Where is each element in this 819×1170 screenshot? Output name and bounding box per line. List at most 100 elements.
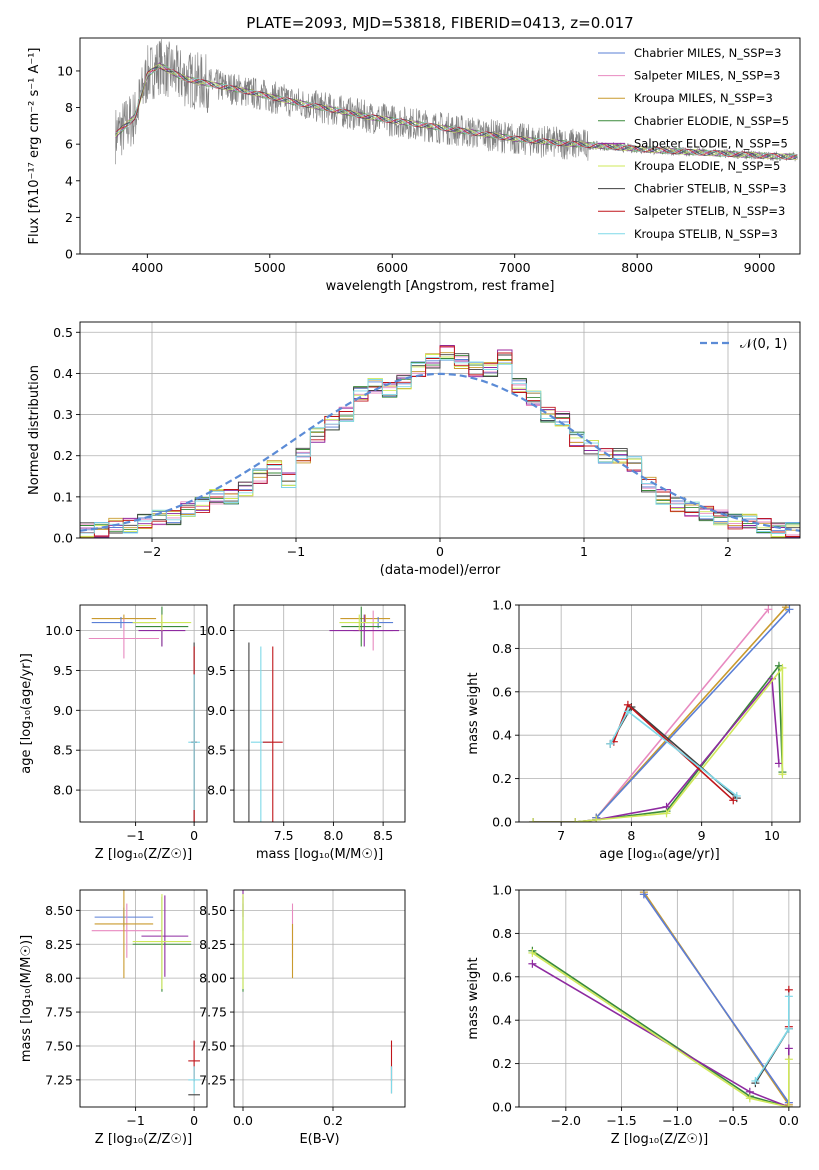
y-tick-label: 10.0 — [199, 623, 227, 638]
y-axis-label: age [log₁₀(age/yr)] — [19, 653, 34, 774]
y-tick-label: 0.8 — [492, 926, 512, 941]
weight-marker — [778, 663, 787, 672]
weight-marker — [623, 707, 632, 716]
x-tick-label: 0 — [190, 1113, 198, 1128]
legend-label: Chabrier ELODIE, N_SSP=5 — [634, 114, 789, 128]
y-tick-label: 0 — [65, 247, 73, 262]
x-tick-label: 9 — [698, 828, 706, 843]
weight-line-5 — [533, 676, 780, 822]
observed-spectrum — [115, 38, 798, 165]
histogram-7 — [80, 353, 800, 534]
weight-marker — [784, 992, 793, 1001]
legend-label: Salpeter ELODIE, N_SSP=5 — [634, 136, 788, 150]
weight-marker — [764, 605, 773, 614]
y-tick-label: 0.4 — [492, 728, 512, 743]
weight-line-4 — [533, 663, 784, 822]
histogram-9 — [80, 357, 800, 534]
legend-label: Salpeter STELIB, N_SSP=3 — [634, 204, 785, 218]
weight-line-4 — [531, 950, 790, 1107]
error-bar-2 — [91, 903, 162, 958]
y-tick-label: 8.00 — [45, 971, 73, 986]
y-tick-label: 0.0 — [53, 531, 73, 546]
y-tick-label: 6 — [65, 137, 73, 152]
x-tick-label: 8000 — [621, 260, 653, 275]
model-spectrum-6 — [115, 63, 798, 160]
weight-line-6 — [533, 665, 784, 822]
weight-marker — [529, 818, 538, 822]
x-tick-label: 0 — [190, 828, 198, 843]
plot-area — [242, 890, 393, 1094]
weight-line-9 — [754, 996, 790, 1082]
axes-frame — [233, 604, 406, 823]
y-tick-label: 8 — [65, 100, 73, 115]
x-axis-label: wavelength [Angstrom, rest frame] — [326, 279, 555, 294]
y-tick-label: 9.0 — [53, 703, 73, 718]
y-tick-label: 10 — [57, 63, 73, 78]
legend-label: Chabrier MILES, N_SSP=3 — [634, 46, 781, 60]
error-bar-3 — [262, 646, 283, 822]
x-axis-label: Z [log₁₀(Z/Z☉)] — [611, 1132, 708, 1147]
weight-marker — [729, 796, 738, 805]
normal-curve — [80, 372, 800, 532]
weight-line-3 — [595, 608, 791, 819]
weight-line-7 — [609, 705, 738, 799]
weight-marker — [784, 1024, 793, 1033]
plot-area — [528, 890, 793, 1107]
legend-label: Kroupa STELIB, N_SSP=3 — [634, 227, 778, 241]
x-tick-label: −2.0 — [551, 1113, 581, 1128]
model-spectrum-7 — [115, 66, 798, 160]
y-tick-label: 2 — [65, 210, 73, 225]
y-tick-label: 7.50 — [199, 1038, 227, 1053]
y-tick-label: 7.25 — [45, 1072, 73, 1087]
legend: Chabrier MILES, N_SSP=3 Salpeter MILES, N… — [598, 46, 789, 241]
weight-marker — [528, 959, 537, 968]
x-tick-label: −1 — [126, 828, 144, 843]
model-spectrum-4 — [115, 63, 798, 160]
panel-3: −1 0 8.0 8.5 9.0 9.5 10.0 Z [log₁₀(Z/Z☉)] age [l… — [19, 604, 208, 862]
error-bar-8 — [329, 614, 400, 647]
x-tick-label: 8.0 — [323, 828, 343, 843]
y-tick-label: 10.0 — [45, 623, 73, 638]
error-bar-3 — [94, 890, 154, 979]
weight-marker — [784, 1044, 793, 1053]
x-axis-label: E(B-V) — [299, 1132, 339, 1147]
axes-frame — [518, 604, 801, 823]
x-tick-label: 9000 — [744, 260, 776, 275]
x-tick-label: 2 — [724, 544, 732, 559]
y-tick-label: 0.2 — [492, 1056, 512, 1071]
panel-6: −1 0 7.25 7.50 7.75 8.00 8.25 8.50 Z [log₁₀(Z/Z☉… — [19, 889, 208, 1147]
weight-marker — [784, 1055, 793, 1064]
legend-label: Chabrier STELIB, N_SSP=3 — [634, 182, 786, 196]
legend-label: 𝒩(0, 1) — [740, 337, 787, 352]
y-tick-label: 0.6 — [492, 969, 512, 984]
weight-marker — [784, 1103, 793, 1107]
panel-5: 7 8 9 10 0.0 0.2 0.4 0.6 0.8 1.0 age [log₁₀(age/yr… — [466, 598, 801, 862]
spectrum-title: PLATE=2093, MJD=53818, FIBERID=0413, z=0… — [246, 14, 633, 32]
weight-line-5 — [531, 963, 790, 1107]
legend-label: Salpeter MILES, N_SSP=3 — [634, 69, 780, 83]
x-tick-label: 8.5 — [373, 828, 393, 843]
panel-4: 7.5 8.0 8.5 8.0 8.5 9.0 9.5 10.0 mass [log₁₀(M/M… — [199, 604, 406, 862]
y-tick-label: 0.5 — [53, 325, 73, 340]
x-tick-label: −0.5 — [718, 1113, 748, 1128]
y-tick-label: 0.3 — [53, 407, 73, 422]
y-tick-label: 1.0 — [492, 598, 512, 613]
y-tick-label: 9.0 — [207, 703, 227, 718]
x-axis-label: Z [log₁₀(Z/Z☉)] — [95, 1132, 192, 1147]
weight-marker — [732, 791, 741, 800]
axes-frame — [79, 321, 801, 539]
axes-frame — [79, 889, 208, 1108]
x-axis-label: (data-model)/error — [380, 563, 501, 578]
axes-frame — [79, 37, 801, 255]
panel-2: −2 −1 0 1 2 0.0 0.1 0.2 0.3 0.4 0.5 (data-model)/er… — [27, 321, 801, 578]
panel-7: 0.0 0.2 7.25 7.50 7.75 8.00 8.25 8.50 E(B-V) — [199, 889, 406, 1147]
y-tick-label: 0.2 — [53, 448, 73, 463]
y-axis-label: Normed distribution — [27, 365, 42, 495]
y-tick-label: 0.8 — [492, 641, 512, 656]
weight-marker — [751, 1076, 760, 1085]
y-tick-label: 7.25 — [199, 1072, 227, 1087]
y-tick-label: 0.0 — [492, 1100, 512, 1115]
x-tick-label: 10 — [764, 828, 780, 843]
y-tick-label: 9.5 — [53, 663, 73, 678]
y-tick-label: 8.5 — [53, 743, 73, 758]
